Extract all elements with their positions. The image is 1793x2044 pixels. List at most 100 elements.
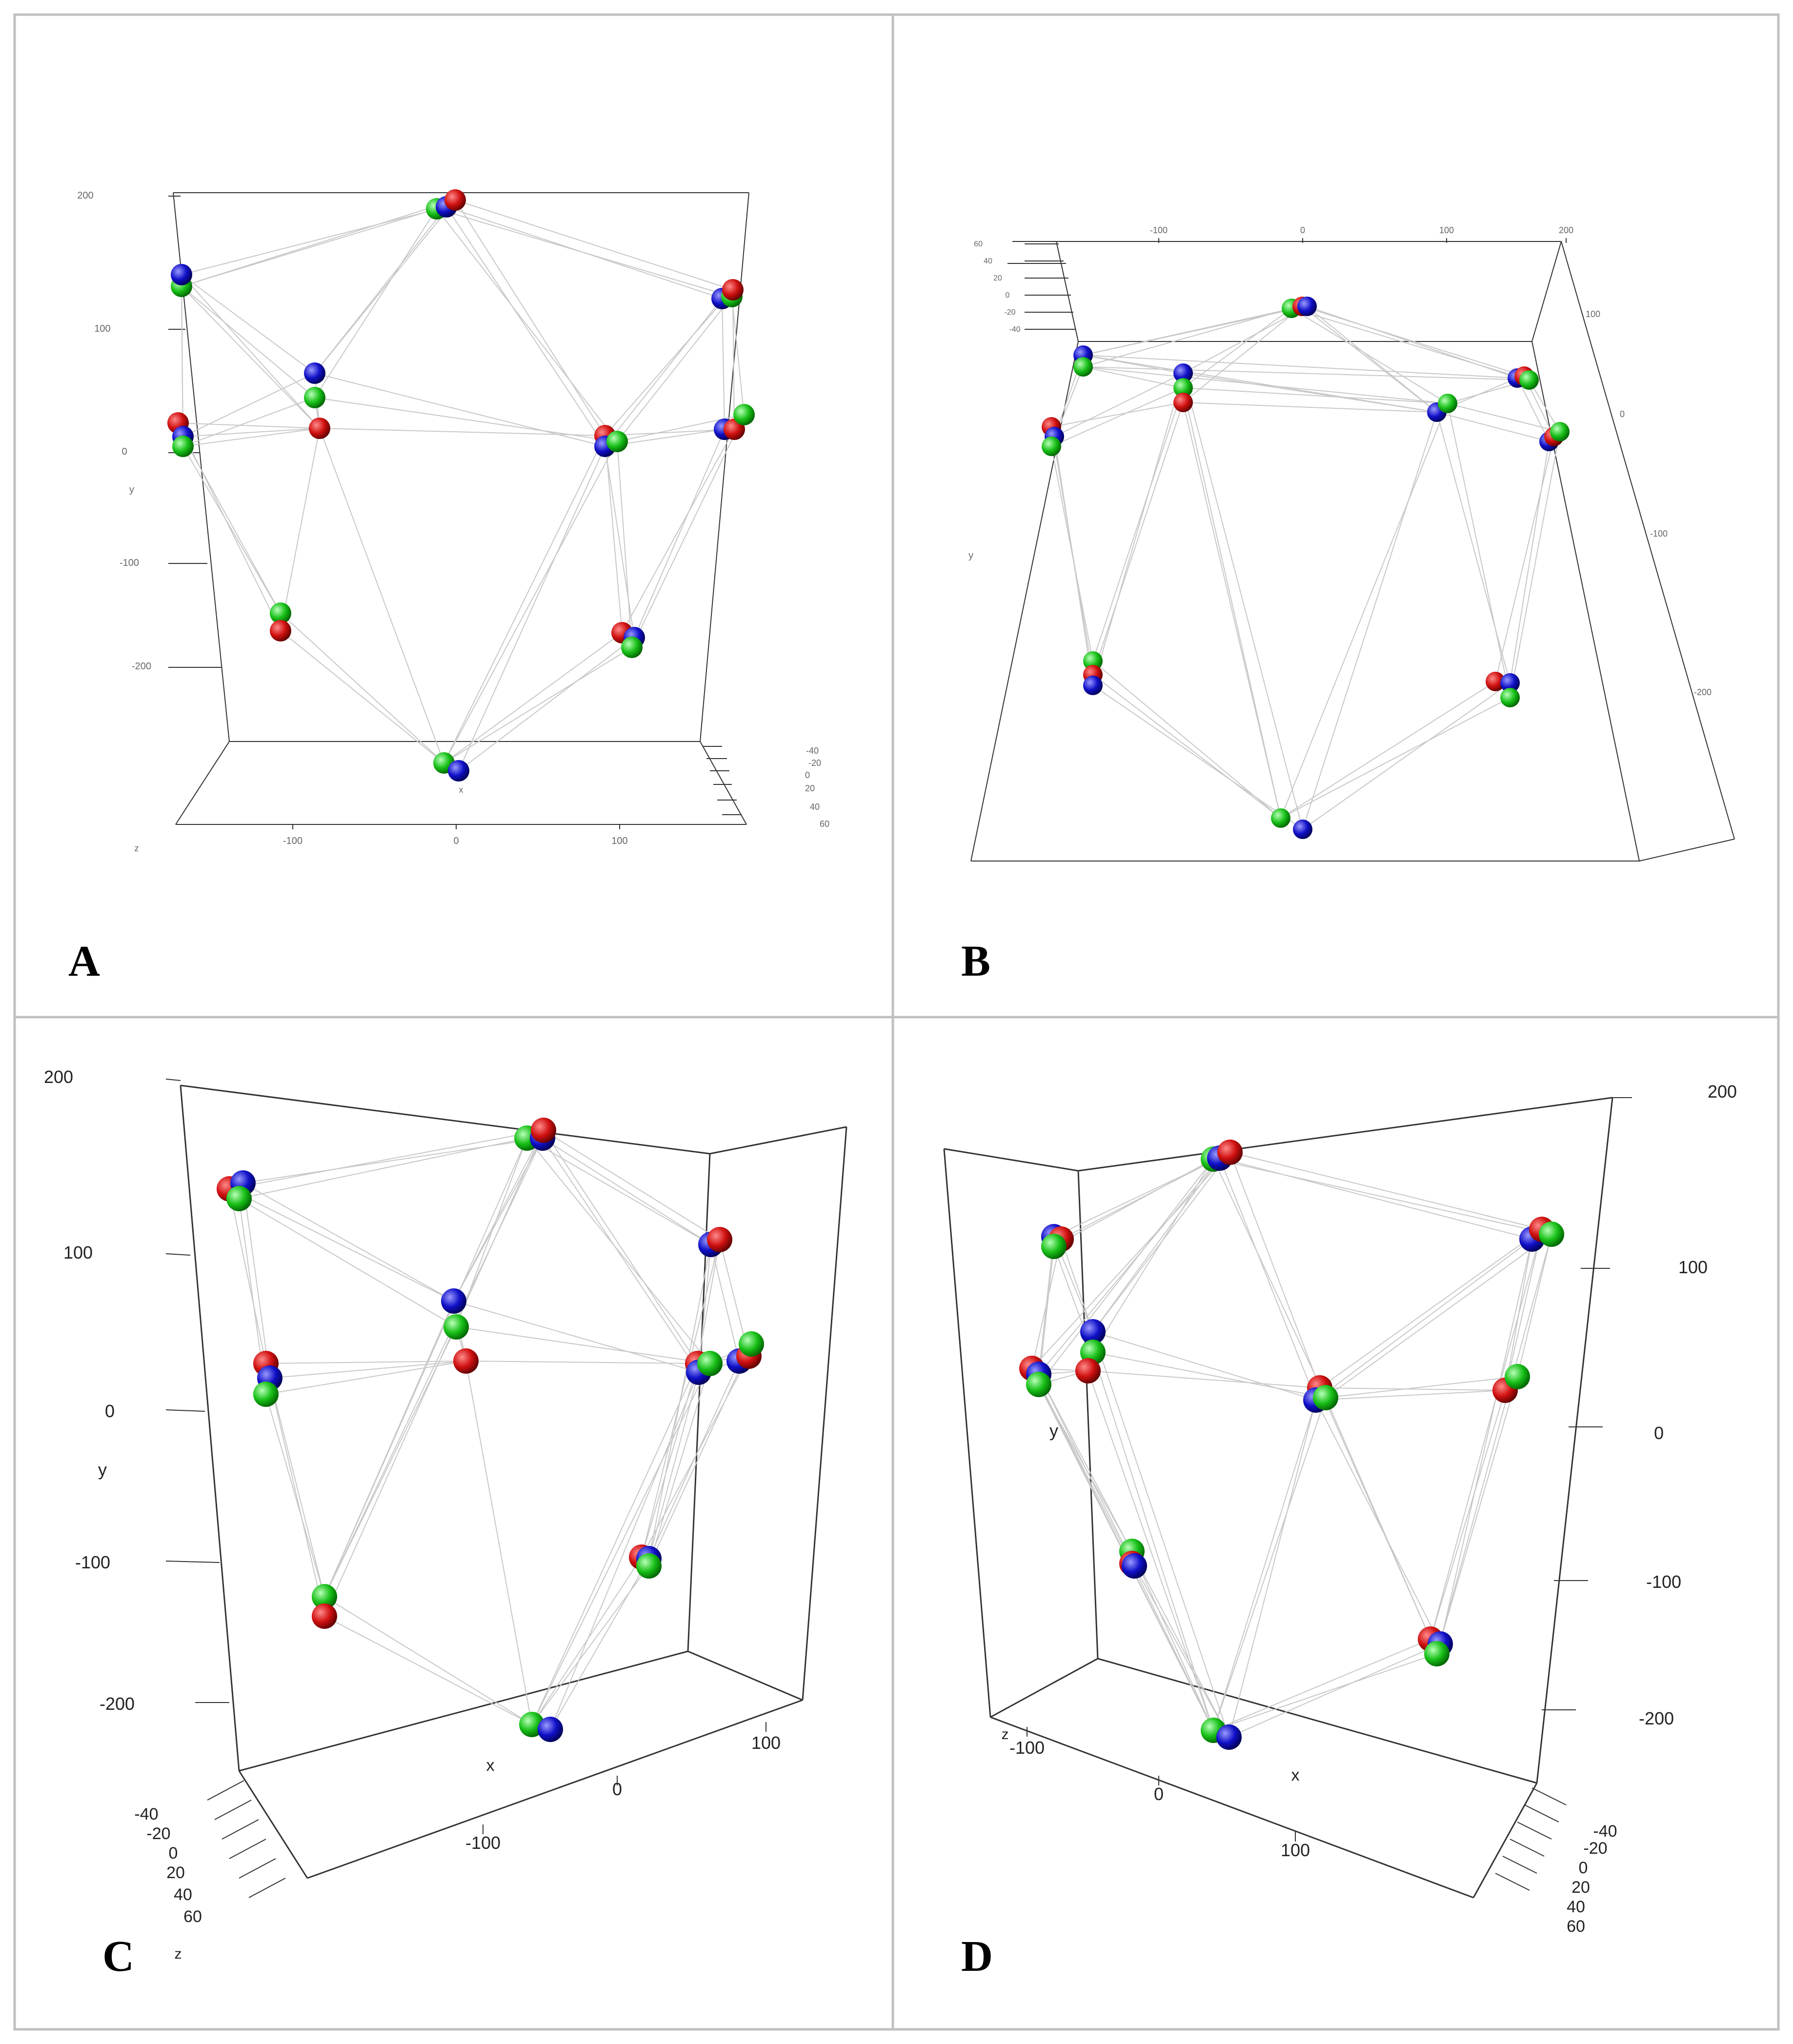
wire-edge <box>1183 373 1437 413</box>
wire-edge <box>1092 1331 1316 1401</box>
wire-edge <box>641 1356 749 1558</box>
wire-edge <box>181 200 456 287</box>
y-tick-mark <box>165 1079 181 1081</box>
wire-edge <box>229 1130 544 1189</box>
wire-edge <box>1092 661 1281 819</box>
wire-edge <box>1291 308 1448 404</box>
box-line <box>802 1126 847 1701</box>
wire-edge <box>648 1343 752 1566</box>
y-tick-label: -100 <box>120 558 139 568</box>
wire-edge <box>1083 308 1292 367</box>
wire-edge <box>455 200 605 436</box>
wire-edge <box>1307 306 1437 413</box>
box-line <box>1531 241 1562 342</box>
box-line <box>180 1084 710 1155</box>
wire-edge <box>1302 412 1437 830</box>
x-tick-label: 100 <box>1281 1840 1310 1860</box>
landmark-6 <box>253 1351 282 1407</box>
landmark-11 <box>1201 1718 1242 1750</box>
panel-label-b: B <box>961 937 990 985</box>
wire-edge <box>1495 436 1554 682</box>
wire-edge <box>239 1198 457 1327</box>
z-tick-label: 20 <box>166 1864 185 1882</box>
wire-edge <box>1229 1152 1320 1388</box>
z-tick-label: 20 <box>993 274 1002 282</box>
z-tick-label: 60 <box>820 819 829 829</box>
wire-edge <box>178 422 281 631</box>
wire-edge <box>1280 403 1448 819</box>
wire-edge <box>531 1363 698 1725</box>
wire-edge <box>732 289 735 430</box>
green-sphere <box>1271 808 1290 828</box>
z-tick-label: 0 <box>1006 291 1010 300</box>
wire-edge <box>465 1361 698 1364</box>
wire-edge <box>641 1363 698 1558</box>
wire-edge <box>324 1301 454 1597</box>
box-line <box>1561 241 1735 840</box>
wire-edge <box>1325 1397 1437 1654</box>
y-tick-label: 200 <box>44 1067 73 1087</box>
wire-edge <box>269 1361 466 1379</box>
wire-edge <box>1088 1370 1320 1388</box>
landmark-9 <box>1119 1539 1147 1579</box>
z-tick-label: 40 <box>174 1885 192 1904</box>
y-tick-mark <box>165 1561 220 1563</box>
blue-sphere <box>1216 1724 1242 1750</box>
wire-edge <box>1092 373 1184 686</box>
y-tick-label: -200 <box>100 1694 135 1714</box>
wire-edge <box>1092 1352 1326 1398</box>
z-tick-mark <box>207 1780 244 1801</box>
wire-edge <box>314 208 437 398</box>
y-tick-label: -100 <box>1646 1572 1681 1592</box>
landmark-5 <box>1075 1358 1101 1383</box>
wire-edge <box>531 1363 710 1725</box>
wire-edge <box>1183 387 1448 404</box>
wire-edge <box>1213 1159 1552 1235</box>
wire-edge <box>1083 366 1184 388</box>
box-line <box>1639 839 1735 862</box>
wire-edge <box>436 208 618 442</box>
panel-label-a: A <box>68 937 100 985</box>
wire-edge <box>319 428 605 436</box>
y-tick-label: -200 <box>1639 1708 1674 1728</box>
wire-edge <box>617 441 632 648</box>
wire-edge <box>458 637 635 771</box>
landmark-5 <box>1508 366 1539 390</box>
blue-sphere <box>1500 673 1520 693</box>
wire-edge <box>280 630 444 763</box>
green-sphere <box>1042 437 1061 456</box>
z-tick-label: 60 <box>1567 1917 1585 1936</box>
green-sphere <box>226 1186 252 1211</box>
wire-edge <box>604 298 723 447</box>
wire-edge <box>443 647 632 763</box>
wire-edge <box>269 1378 325 1597</box>
landmark-8 <box>726 1331 764 1374</box>
landmark-1 <box>514 1118 556 1151</box>
green-sphere <box>1424 1641 1450 1666</box>
axis-label: x <box>486 1756 495 1775</box>
y-tick-mark <box>165 1253 191 1256</box>
red-sphere <box>707 1227 732 1252</box>
z-tick-label: -40 <box>1009 325 1020 334</box>
box-line <box>1078 1097 1613 1172</box>
blue-sphere <box>1173 363 1193 383</box>
wire-edge <box>314 373 605 447</box>
x-tick-label: -100 <box>465 1833 501 1853</box>
panel-label-d: D <box>961 1932 993 1981</box>
axis-label: x <box>1291 1766 1300 1784</box>
wire-edge <box>1134 1565 1229 1738</box>
wire-edge <box>1229 1643 1441 1738</box>
wire-edge <box>1302 306 1437 413</box>
wire-edge <box>242 1182 270 1379</box>
box-line <box>1472 1783 1538 1898</box>
blue-sphere <box>1083 676 1103 695</box>
wire-edge <box>1280 681 1496 819</box>
wire-edge <box>1061 1239 1093 1332</box>
y-tick-label: 0 <box>121 446 127 457</box>
wire-edge <box>731 296 745 415</box>
z-tick-mark <box>229 1839 266 1859</box>
red-sphere <box>453 1348 479 1374</box>
wire-edge <box>1219 1158 1316 1401</box>
landmark-8 <box>714 404 755 440</box>
wire-edge <box>1092 1152 1230 1332</box>
